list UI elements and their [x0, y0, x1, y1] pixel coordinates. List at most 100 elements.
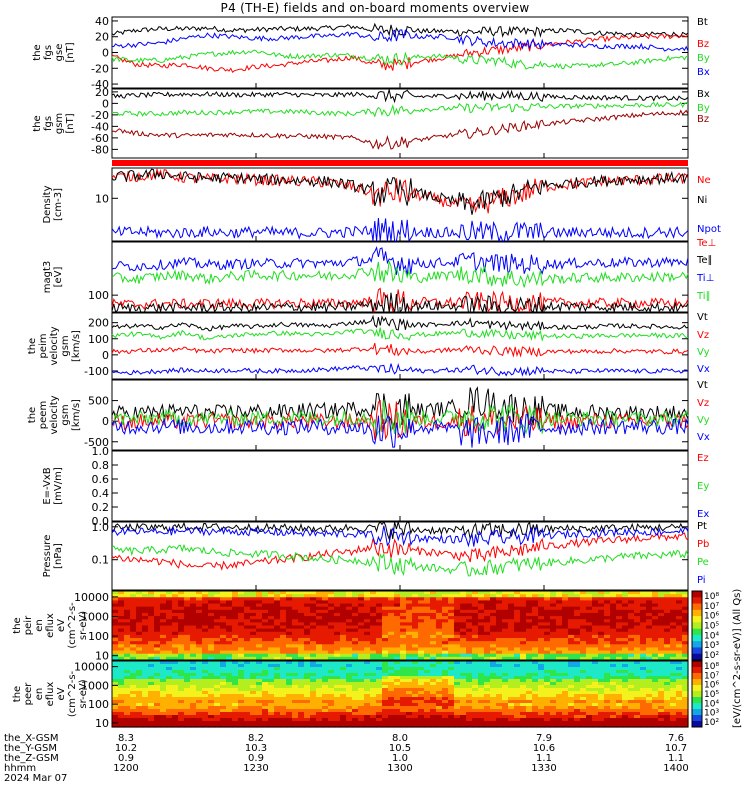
heat-cell-peer_eflux	[190, 706, 197, 710]
heat-cell-peer_eflux	[262, 724, 269, 728]
heat-cell-peer_eflux	[172, 721, 179, 725]
heat-cell-peir_eflux	[394, 606, 401, 611]
heat-cell-peer_eflux	[148, 706, 155, 710]
heat-cell-peir_eflux	[472, 619, 479, 623]
heat-cell-peer_eflux	[478, 703, 485, 707]
heat-cell-peer_eflux	[574, 706, 581, 710]
heat-cell-peir_eflux	[214, 644, 221, 649]
heat-cell-peer_eflux	[166, 676, 173, 680]
heat-cell-peir_eflux	[340, 619, 347, 623]
heat-cell-peer_eflux	[658, 667, 665, 671]
heat-cell-peer_eflux	[268, 694, 275, 698]
colorbar-tick-0-4: 10⁴	[704, 631, 719, 641]
heat-cell-peer_eflux	[148, 670, 155, 674]
heat-cell-peir_eflux	[268, 622, 275, 627]
heat-cell-peir_eflux	[334, 631, 341, 636]
heat-cell-peer_eflux	[640, 691, 647, 695]
heat-cell-peer_eflux	[184, 724, 191, 728]
heat-cell-peer_eflux	[298, 667, 305, 671]
heat-cell-peir_eflux	[370, 612, 377, 617]
heat-cell-peir_eflux	[472, 594, 479, 598]
heat-cell-peir_eflux	[664, 641, 671, 645]
heat-cell-peir_eflux	[184, 625, 191, 630]
heat-cell-peer_eflux	[376, 670, 383, 674]
heat-cell-peir_eflux	[502, 638, 509, 642]
heat-cell-peir_eflux	[256, 619, 263, 623]
heat-cell-peir_eflux	[196, 619, 203, 623]
heat-cell-peir_eflux	[502, 616, 509, 620]
heat-cell-peir_eflux	[352, 603, 359, 608]
heat-cell-peer_eflux	[646, 688, 653, 692]
heat-cell-peer_eflux	[538, 664, 545, 668]
heat-cell-peir_eflux	[532, 650, 539, 655]
legend-fgs_gsm-2: Bz	[697, 114, 709, 125]
heat-cell-peir_eflux	[664, 616, 671, 620]
heat-cell-peir_eflux	[340, 644, 347, 649]
heat-cell-peir_eflux	[376, 609, 383, 614]
heat-cell-peer_eflux	[580, 691, 587, 695]
heat-cell-peir_eflux	[298, 647, 305, 652]
heat-cell-peir_eflux	[586, 616, 593, 620]
heat-cell-peer_eflux	[520, 667, 527, 671]
heat-cell-peer_eflux	[286, 721, 293, 725]
heat-cell-peer_eflux	[124, 715, 131, 719]
heat-cell-peer_eflux	[190, 715, 197, 719]
heat-cell-peer_eflux	[676, 670, 683, 674]
heat-cell-peer_eflux	[124, 676, 131, 680]
heat-cell-peer_eflux	[628, 721, 635, 725]
heat-cell-peir_eflux	[436, 619, 443, 623]
heat-cell-peir_eflux	[292, 606, 299, 611]
heat-cell-peer_eflux	[232, 697, 239, 701]
heat-cell-peir_eflux	[352, 641, 359, 645]
heat-cell-peer_eflux	[466, 700, 473, 704]
heat-cell-peer_eflux	[526, 721, 533, 725]
heat-cell-peer_eflux	[682, 697, 689, 701]
heat-cell-peer_eflux	[670, 664, 677, 668]
heat-cell-peir_eflux	[604, 619, 611, 623]
heat-cell-peer_eflux	[520, 721, 527, 725]
heat-cell-peer_eflux	[556, 706, 563, 710]
heat-cell-peir_eflux	[670, 647, 677, 652]
heat-cell-peir_eflux	[262, 619, 269, 623]
heat-cell-peer_eflux	[532, 706, 539, 710]
heat-cell-peer_eflux	[652, 691, 659, 695]
heat-cell-peer_eflux	[436, 694, 443, 698]
heat-cell-peir_eflux	[544, 638, 551, 642]
heat-cell-peir_eflux	[544, 634, 551, 639]
heat-cell-peer_eflux	[592, 664, 599, 668]
heat-cell-peir_eflux	[328, 638, 335, 642]
heat-cell-peir_eflux	[604, 612, 611, 617]
heat-cell-peer_eflux	[172, 706, 179, 710]
heat-cell-peir_eflux	[676, 606, 683, 611]
heat-cell-peer_eflux	[244, 694, 251, 698]
heat-cell-peir_eflux	[592, 656, 599, 661]
heat-cell-peer_eflux	[568, 703, 575, 707]
heat-cell-peer_eflux	[412, 667, 419, 671]
heat-cell-peir_eflux	[382, 625, 389, 630]
heat-cell-peer_eflux	[472, 703, 479, 707]
heat-cell-peir_eflux	[292, 612, 299, 617]
heat-cell-peer_eflux	[118, 700, 125, 704]
heat-cell-peir_eflux	[244, 603, 251, 608]
heat-cell-peer_eflux	[670, 715, 677, 719]
heat-cell-peir_eflux	[418, 612, 425, 617]
heat-cell-peir_eflux	[232, 612, 239, 617]
heat-cell-peir_eflux	[250, 638, 257, 642]
heat-cell-peer_eflux	[154, 679, 161, 683]
heat-cell-peir_eflux	[556, 603, 563, 608]
heat-cell-peer_eflux	[244, 709, 251, 713]
heat-cell-peer_eflux	[664, 673, 671, 677]
heat-cell-peir_eflux	[640, 609, 647, 614]
heat-cell-peir_eflux	[496, 603, 503, 608]
heat-cell-peir_eflux	[124, 656, 131, 661]
heat-cell-peir_eflux	[592, 594, 599, 598]
heat-cell-peer_eflux	[130, 709, 137, 713]
heat-cell-peir_eflux	[568, 653, 575, 658]
heat-cell-peir_eflux	[166, 612, 173, 617]
heat-cell-peir_eflux	[250, 612, 257, 617]
heat-cell-peir_eflux	[244, 622, 251, 627]
heat-cell-peer_eflux	[250, 673, 257, 677]
heat-cell-peer_eflux	[202, 682, 209, 686]
heat-cell-peer_eflux	[244, 685, 251, 689]
heat-cell-peer_eflux	[382, 685, 389, 689]
